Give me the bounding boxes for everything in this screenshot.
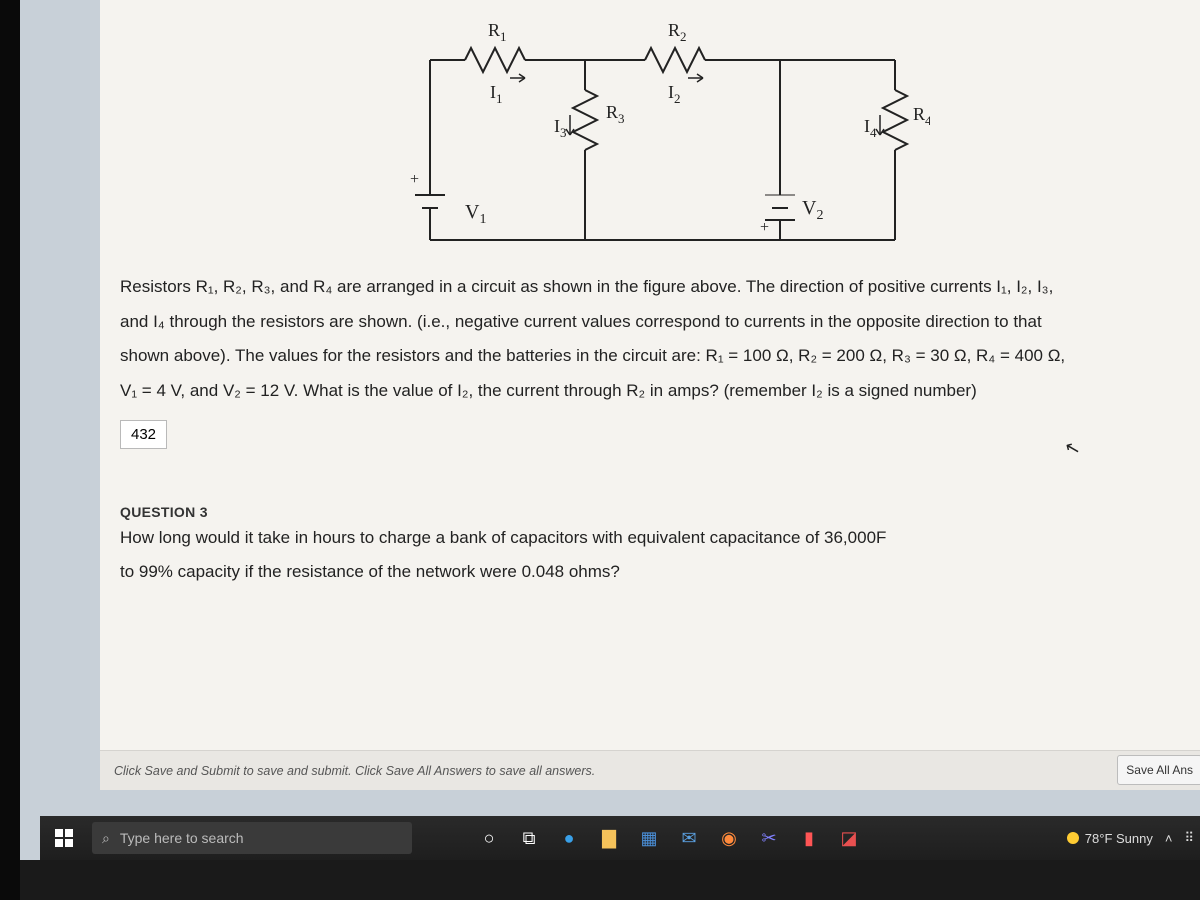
- quiz-page: R1 R2 R3 R4 I1 I2 I3 I4 V1 V2 + + Resist…: [100, 0, 1200, 790]
- question3-line2: to 99% capacity if the resistance of the…: [120, 560, 1180, 585]
- app-icon-1[interactable]: ▮: [792, 821, 826, 855]
- taskbar-pinned-apps: ○⧉●▇▦✉◉✂▮◪: [472, 821, 866, 855]
- svg-text:V2: V2: [802, 197, 823, 223]
- app-icon-2[interactable]: ◪: [832, 821, 866, 855]
- tray-more-icon[interactable]: ⠿: [1184, 830, 1194, 846]
- svg-text:+: +: [410, 171, 419, 188]
- save-all-answers-button[interactable]: Save All Ans: [1117, 755, 1200, 785]
- problem-line4: V₁ = 4 V, and V₂ = 12 V. What is the val…: [120, 379, 1180, 404]
- weather-text: 78°F Sunny: [1085, 831, 1153, 846]
- store-icon[interactable]: ▦: [632, 821, 666, 855]
- save-instruction-text: Click Save and Submit to save and submit…: [114, 764, 595, 778]
- weather-widget[interactable]: 78°F Sunny: [1067, 831, 1153, 846]
- task-view-icon[interactable]: ⧉: [512, 821, 546, 855]
- monitor-bezel: [0, 0, 20, 900]
- explorer-icon[interactable]: ▇: [592, 821, 626, 855]
- save-instruction-bar: Click Save and Submit to save and submit…: [100, 750, 1200, 790]
- firefox-icon[interactable]: ◉: [712, 821, 746, 855]
- screen-area: R1 R2 R3 R4 I1 I2 I3 I4 V1 V2 + + Resist…: [20, 0, 1200, 860]
- question3-heading: QUESTION 3: [120, 504, 1180, 520]
- svg-text:R2: R2: [668, 20, 687, 44]
- svg-text:I3: I3: [554, 116, 567, 140]
- cortana-icon[interactable]: ○: [472, 821, 506, 855]
- search-icon: ⌕: [102, 830, 110, 847]
- question3-line1: How long would it take in hours to charg…: [120, 526, 1180, 551]
- svg-text:R4: R4: [913, 104, 930, 128]
- tray-chevron-icon[interactable]: ˄: [1165, 831, 1173, 846]
- system-tray: 78°F Sunny ˄ ⠿: [1067, 830, 1200, 846]
- svg-text:V1: V1: [465, 201, 486, 227]
- svg-text:+: +: [760, 219, 769, 236]
- cursor-icon: ↖: [1062, 436, 1082, 460]
- problem-line2: and I₄ through the resistors are shown. …: [120, 310, 1180, 335]
- circuit-svg: R1 R2 R3 R4 I1 I2 I3 I4 V1 V2 + +: [370, 20, 930, 255]
- taskbar-search[interactable]: ⌕ Type here to search: [92, 822, 412, 854]
- svg-text:R3: R3: [606, 102, 625, 126]
- svg-text:I1: I1: [490, 82, 503, 106]
- sun-icon: [1067, 832, 1079, 844]
- mail-icon[interactable]: ✉: [672, 821, 706, 855]
- problem-line3: shown above). The values for the resisto…: [120, 344, 1180, 369]
- svg-text:I2: I2: [668, 82, 681, 106]
- snip-icon[interactable]: ✂: [752, 821, 786, 855]
- problem-line1: Resistors R₁, R₂, R₃, and R₄ are arrange…: [120, 275, 1180, 300]
- search-placeholder: Type here to search: [120, 830, 244, 846]
- windows-taskbar: ⌕ Type here to search ○⧉●▇▦✉◉✂▮◪ 78°F Su…: [40, 816, 1200, 860]
- edge-icon[interactable]: ●: [552, 821, 586, 855]
- start-button[interactable]: [40, 816, 88, 860]
- circuit-diagram: R1 R2 R3 R4 I1 I2 I3 I4 V1 V2 + +: [370, 20, 930, 255]
- svg-text:I4: I4: [864, 116, 877, 140]
- svg-text:R1: R1: [488, 20, 507, 44]
- windows-logo-icon: [55, 829, 73, 847]
- answer-input[interactable]: 432: [120, 420, 167, 449]
